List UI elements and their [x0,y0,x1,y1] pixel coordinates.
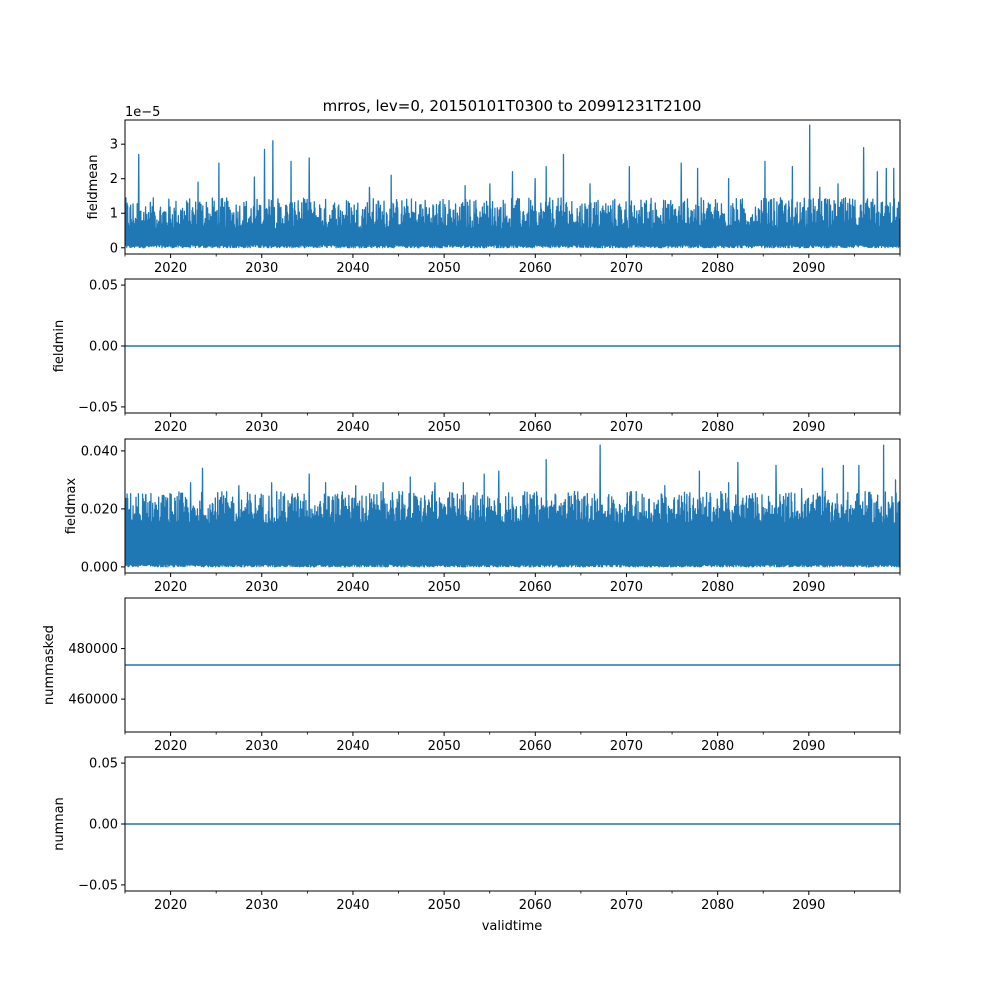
fieldmin-xtick-label: 2020 [154,420,187,435]
fieldmean-xtick-label: 2030 [245,261,278,276]
numnan-ytick-label: −0.05 [78,878,118,893]
subplot-stack: 0 1 2 3 2020 2030 2040 2050 2060 2070 2080 2090 fiel… [42,105,901,913]
chart-title: mrros, lev=0, 20150101T0300 to 20991231T… [323,97,702,115]
fieldmean-xtick-label: 2070 [610,261,643,276]
fieldmean-xtick-label: 2020 [154,261,187,276]
subplot-fieldmax: 0.000 0.020 0.040 2020 2030 2040 2050 2060 2070 2… [64,438,901,595]
numnan-xtick-label: 2030 [245,898,278,913]
fieldmean-ytick-label: 2 [110,172,118,187]
numnan-xtick-label: 2040 [336,898,369,913]
fieldmean-xtick-label: 2050 [428,261,461,276]
numnan-ytick-label: 0.05 [89,757,118,772]
fieldmax-xtick-label: 2090 [792,580,825,595]
nummasked-xtick-label: 2080 [701,739,734,754]
fieldmin-xtick-label: 2090 [792,420,825,435]
nummasked-y-axis-label: nummasked [42,625,57,705]
fieldmax-y-axis-label: fieldmax [64,478,79,535]
fieldmean-ytick-label: 0 [110,241,118,256]
fieldmin-xtick-label: 2030 [245,420,278,435]
fieldmax-axes-frame [124,438,901,574]
fieldmin-xtick-label: 2070 [610,420,643,435]
subplot-nummasked: 460000 480000 2020 2030 2040 2050 2060 2070 2080… [42,597,901,754]
fieldmax-ytick-label: 0.040 [81,444,118,459]
nummasked-xtick-label: 2030 [245,739,278,754]
nummasked-xtick-label: 2040 [336,739,369,754]
numnan-xtick-label: 2070 [610,898,643,913]
numnan-ytick-label: 0.00 [89,818,118,833]
fieldmean-offset-text: 1e−5 [125,105,160,120]
fieldmin-ytick-label: 0.05 [89,279,118,294]
nummasked-ytick-label: 460000 [68,693,118,708]
nummasked-ytick-label: 480000 [68,642,118,657]
fieldmin-xtick-label: 2080 [701,420,734,435]
fieldmean-xtick-label: 2090 [792,261,825,276]
x-axis-label: validtime [482,919,543,934]
fieldmin-ytick-label: −0.05 [78,400,118,415]
fieldmin-ytick-label: 0.00 [89,340,118,355]
numnan-xtick-label: 2050 [428,898,461,913]
nummasked-xtick-label: 2070 [610,739,643,754]
fieldmin-y-axis-label: fieldmin [52,320,67,373]
fieldmax-xtick-label: 2070 [610,580,643,595]
subplot-fieldmean: 0 1 2 3 2020 2030 2040 2050 2060 2070 2080 2090 fiel… [86,105,901,276]
nummasked-xtick-label: 2090 [792,739,825,754]
fieldmin-xtick-label: 2050 [428,420,461,435]
fieldmax-xtick-label: 2050 [428,580,461,595]
nummasked-xtick-label: 2020 [154,739,187,754]
fieldmean-y-axis-label: fieldmean [86,155,101,220]
fieldmean-xtick-label: 2040 [336,261,369,276]
fieldmax-xtick-label: 2040 [336,580,369,595]
fieldmean-axes-frame [124,119,901,255]
fieldmax-xtick-label: 2080 [701,580,734,595]
numnan-xtick-label: 2060 [519,898,552,913]
numnan-xtick-label: 2090 [792,898,825,913]
fieldmean-xtick-label: 2080 [701,261,734,276]
fieldmax-ytick-label: 0.000 [81,560,118,575]
fieldmax-xtick-label: 2030 [245,580,278,595]
nummasked-xtick-label: 2060 [519,739,552,754]
fieldmax-ytick-label: 0.020 [81,502,118,517]
fieldmean-series-line [125,124,900,249]
nummasked-axes-frame [124,597,901,733]
fieldmean-xtick-label: 2060 [519,261,552,276]
fieldmean-ytick-label: 1 [110,207,118,222]
fieldmax-xtick-label: 2020 [154,580,187,595]
fieldmin-xtick-label: 2040 [336,420,369,435]
numnan-xtick-label: 2020 [154,898,187,913]
fieldmax-series-line [125,444,900,568]
fieldmax-xtick-label: 2060 [519,580,552,595]
nummasked-xtick-label: 2050 [428,739,461,754]
numnan-y-axis-label: numnan [52,797,67,851]
subplot-fieldmin: −0.05 0.00 0.05 2020 2030 2040 2050 2060 2070 208… [52,278,901,435]
fieldmin-xtick-label: 2060 [519,420,552,435]
fieldmean-ytick-label: 3 [110,138,118,153]
numnan-xtick-label: 2080 [701,898,734,913]
subplot-numnan: −0.05 0.00 0.05 2020 2030 2040 2050 2060 2070 208… [52,756,901,913]
